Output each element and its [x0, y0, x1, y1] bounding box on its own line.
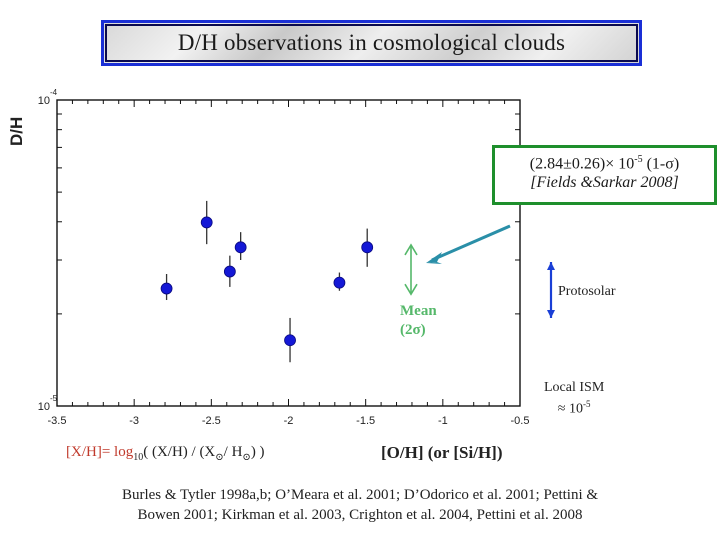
x-tick-label: -0.5: [511, 415, 530, 427]
callout-arrow-head: [426, 252, 442, 263]
callout-arrow: [431, 224, 511, 262]
x-tick-label: -1.5: [356, 415, 375, 427]
protosolar-arrow-head-top: [547, 262, 555, 270]
callout-reference: [Fields &Sarkar 2008]: [530, 174, 679, 192]
protosolar-label: Protosolar: [558, 284, 616, 299]
mean-label: Mean (2σ): [400, 302, 437, 340]
mean-label-line2: (2σ): [400, 322, 426, 338]
y-tick-label-exp: -5: [50, 394, 58, 403]
data-point: [284, 334, 296, 347]
protosolar-arrow-head-bottom: [547, 310, 555, 318]
callout-arrow-head-b: [426, 262, 442, 264]
mean-value-callout: (2.84±0.26)× 10-5 (1-σ) [Fields &Sarkar …: [492, 145, 717, 205]
references: Burles & Tytler 1998a,b; O’Meara et al. …: [20, 485, 700, 525]
y-axis-label: D/H: [0, 108, 30, 148]
title-box: D/H observations in cosmological clouds: [101, 20, 642, 66]
x-axis-label: [O/H] (or [Si/H]): [381, 443, 503, 462]
data-point: [333, 276, 346, 289]
y-tick-label-exp: -4: [50, 88, 58, 97]
x-tick-label: -3.5: [48, 415, 67, 427]
x-tick-label: -1: [438, 415, 448, 427]
x-tick-label: -2: [284, 415, 294, 427]
mean-arrow-head-bottom: [404, 283, 418, 296]
y-axis-label-text: D/H: [7, 117, 26, 146]
y-tick-label: 10: [38, 95, 50, 107]
callout-value: (2.84±0.26)× 10-5 (1-σ): [529, 154, 680, 173]
x-tick-label: -3: [129, 415, 139, 427]
mean-arrow-head-top: [404, 243, 418, 256]
references-line2: Bowen 2001; Kirkman et al. 2003, Crighto…: [137, 507, 583, 523]
data-point: [361, 241, 374, 254]
xh-definition: [X/H]= log10( (X/H) / (X⊙/ H⊙) ): [66, 444, 265, 463]
mean-label-line1: Mean: [400, 303, 437, 319]
data-point: [223, 265, 236, 278]
data-point: [234, 241, 247, 254]
page-title: D/H observations in cosmological clouds: [177, 30, 566, 55]
y-tick-label: 10: [38, 401, 50, 413]
data-point: [160, 282, 173, 295]
local-ism-label: Local ISM ≈ 10-5: [544, 380, 605, 417]
data-point: [200, 216, 213, 229]
x-tick-label: -2.5: [202, 415, 221, 427]
references-line1: Burles & Tytler 1998a,b; O’Meara et al. …: [121, 487, 599, 503]
